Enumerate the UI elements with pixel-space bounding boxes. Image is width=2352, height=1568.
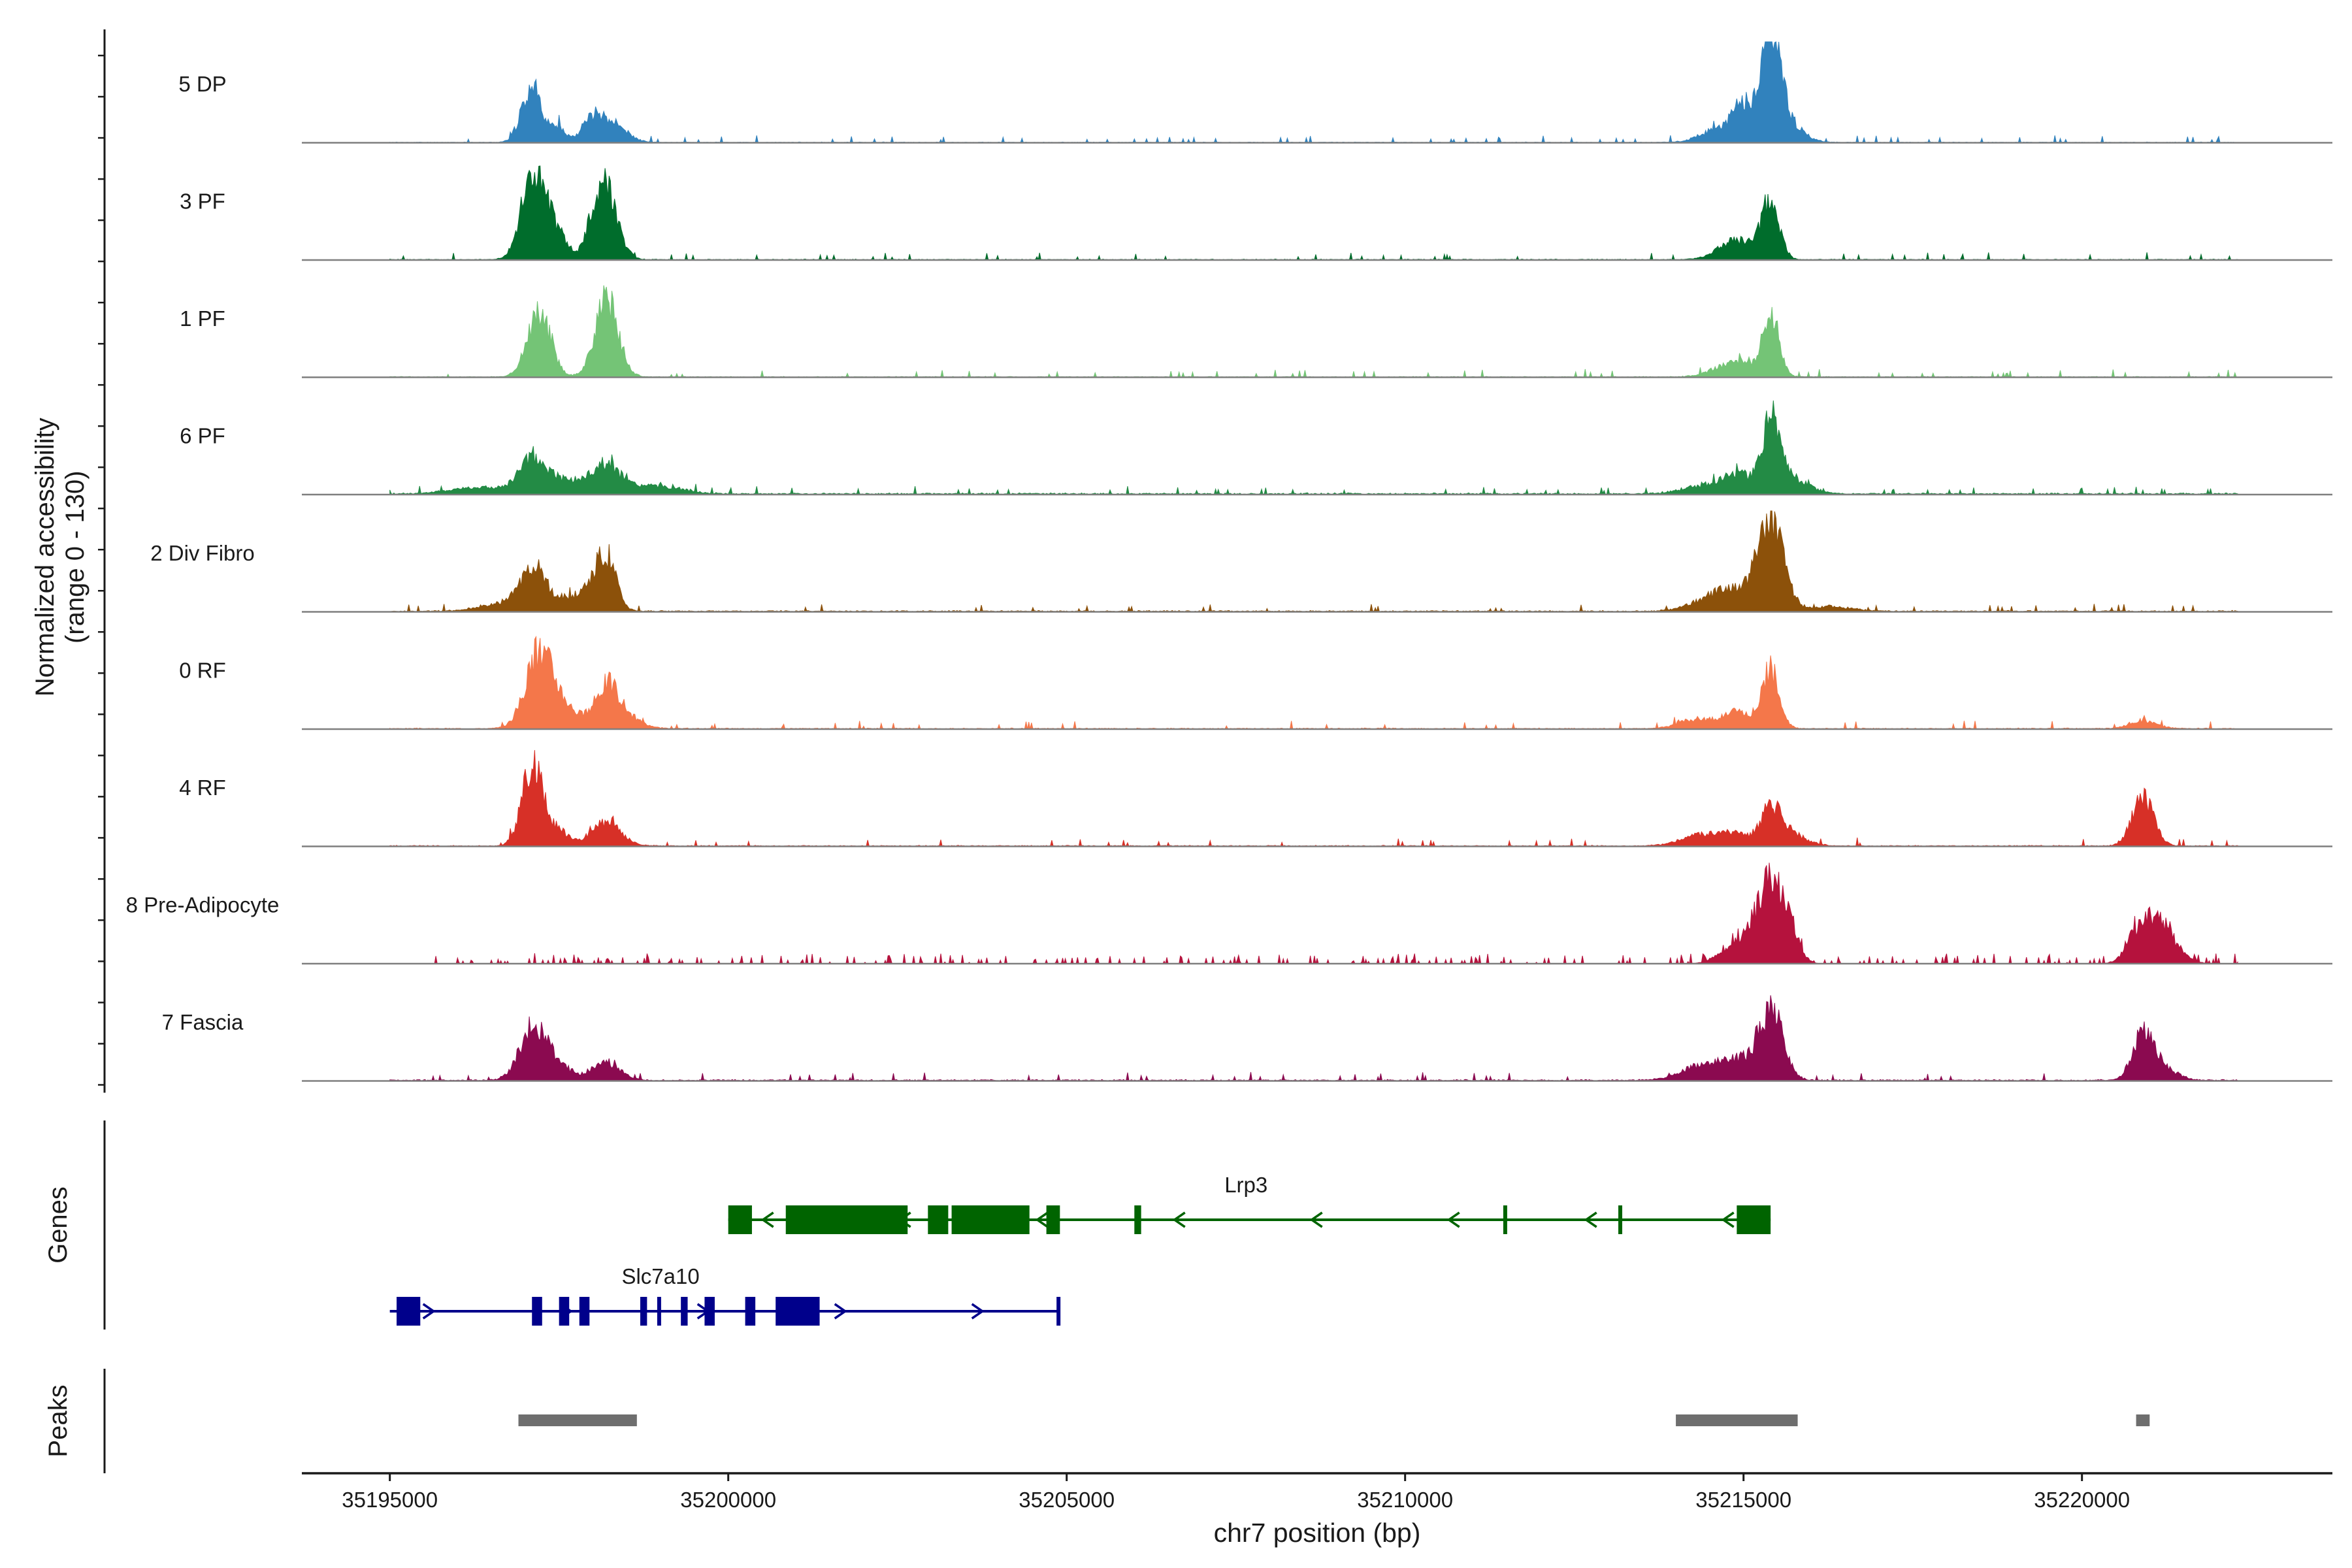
track-label: 8 Pre-Adipocyte xyxy=(126,893,280,917)
gene-name-label: Lrp3 xyxy=(1224,1173,1267,1197)
gene-exon xyxy=(928,1205,949,1234)
track-2-div-fibro: 2 Div Fibro xyxy=(150,510,2332,613)
coverage-area xyxy=(389,41,2238,144)
gene-exon xyxy=(951,1205,1030,1234)
x-tick-label: 35200000 xyxy=(680,1488,776,1512)
track-label: 4 RF xyxy=(179,776,226,800)
gene-slc7a10: Slc7a10 xyxy=(389,1264,1061,1326)
track-1-pf: 1 PF xyxy=(180,285,2332,378)
gene-exon xyxy=(1046,1205,1060,1234)
coverage-area xyxy=(389,400,2238,496)
y-axis-title-line: (range 0 - 130) xyxy=(61,470,90,644)
strand-chevron xyxy=(1172,1211,1186,1228)
coverage-area xyxy=(389,510,2238,613)
coverage-area xyxy=(389,285,2238,378)
coverage-area xyxy=(389,995,2238,1082)
gene-exon xyxy=(1134,1205,1141,1234)
y-axis-title-line: Normalized accessibility xyxy=(31,417,59,696)
gene-exon xyxy=(1056,1297,1061,1326)
strand-chevron xyxy=(1446,1211,1460,1228)
strand-chevron xyxy=(760,1211,774,1228)
gene-lrp3: Lrp3 xyxy=(728,1173,1771,1234)
gene-exon xyxy=(776,1297,820,1326)
gene-name-label: Slc7a10 xyxy=(621,1264,699,1288)
gene-exon xyxy=(579,1297,590,1326)
track-5-dp: 5 DP xyxy=(178,41,2332,144)
x-tick-label: 35215000 xyxy=(1695,1488,1791,1512)
x-tick-label: 35210000 xyxy=(1357,1488,1453,1512)
peak-region xyxy=(1676,1414,1798,1426)
gene-exon xyxy=(681,1297,688,1326)
track-label: 3 PF xyxy=(180,189,225,214)
gene-exon xyxy=(532,1297,542,1326)
x-axis: 35195000 35200000 35205000 35210000 35215000… xyxy=(302,1472,2332,1548)
x-tick-label: 35220000 xyxy=(2034,1488,2130,1512)
strand-chevron xyxy=(1584,1211,1597,1228)
gene-exon xyxy=(1737,1205,1771,1234)
y-axis-title: Normalized accessibility(range 0 - 130) xyxy=(31,417,90,696)
coverage-area xyxy=(389,635,2238,730)
strand-chevron xyxy=(971,1303,985,1320)
track-3-pf: 3 PF xyxy=(180,165,2332,261)
track-label: 0 RF xyxy=(179,659,226,683)
gene-exon xyxy=(1618,1205,1623,1234)
strand-chevron xyxy=(1309,1211,1323,1228)
gene-exon xyxy=(657,1297,661,1326)
strand-chevron xyxy=(422,1303,436,1320)
gene-exon xyxy=(1503,1205,1507,1234)
track-4-rf: 4 RF xyxy=(179,750,2332,847)
gene-exon xyxy=(785,1205,908,1234)
track-label: 7 Fascia xyxy=(162,1010,244,1034)
track-label: 1 PF xyxy=(180,306,225,331)
gene-exon xyxy=(704,1297,715,1326)
x-axis-title: chr7 position (bp) xyxy=(1214,1518,1421,1548)
gene-exon xyxy=(728,1205,752,1234)
gene-exon xyxy=(745,1297,756,1326)
x-tick-label: 35195000 xyxy=(342,1488,438,1512)
coverage-area xyxy=(389,165,2238,261)
track-label: 6 PF xyxy=(180,424,225,448)
gene-exon xyxy=(559,1297,570,1326)
gene-exon xyxy=(640,1297,647,1326)
coverage-tracks-panel: Normalized accessibility(range 0 - 130) 5… xyxy=(31,29,2332,1093)
peaks-label: Peaks xyxy=(44,1384,73,1457)
genes-label: Genes xyxy=(44,1186,73,1264)
strand-chevron xyxy=(834,1303,847,1320)
track-label: 5 DP xyxy=(178,72,226,96)
track-8-pre-adipocyte: 8 Pre-Adipocyte xyxy=(126,862,2332,965)
coverage-area xyxy=(389,862,2238,965)
gene-exon xyxy=(397,1297,421,1326)
track-6-pf: 6 PF xyxy=(180,400,2332,496)
peaks-panel: Peaks xyxy=(44,1369,2150,1473)
strand-chevron xyxy=(1035,1211,1049,1228)
strand-chevron xyxy=(1721,1211,1735,1228)
peak-region xyxy=(518,1414,637,1426)
genes-panel: Genes Lrp3 Slc7a10 xyxy=(44,1120,1771,1330)
track-0-rf: 0 RF xyxy=(179,635,2332,730)
peak-region xyxy=(2136,1414,2150,1426)
x-tick-label: 35205000 xyxy=(1019,1488,1115,1512)
track-7-fascia: 7 Fascia xyxy=(162,995,2332,1082)
track-label: 2 Div Fibro xyxy=(150,541,255,565)
coverage-area xyxy=(389,750,2238,847)
